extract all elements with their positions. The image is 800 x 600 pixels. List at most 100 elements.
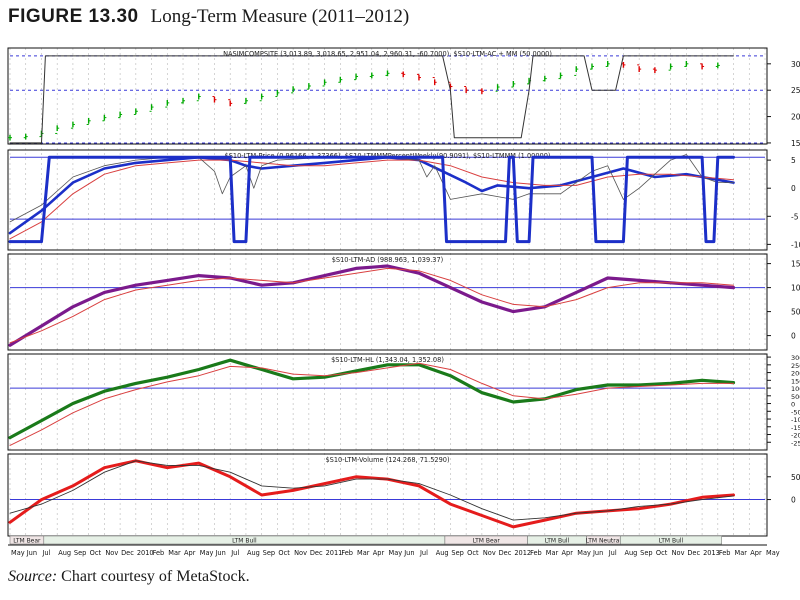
panel-3-ytick-label-8: -1000	[791, 416, 800, 424]
panel-3-ytick-label-3: 1500	[791, 377, 800, 385]
x-tick-label-41: Oct	[656, 549, 668, 557]
x-tick-label-13: Jun	[214, 549, 225, 557]
panel-3-ytick-label-6: 0	[791, 401, 795, 409]
panel-3-title: $S10-LTM-HL (1,343.04, 1,352.08)	[331, 356, 444, 364]
panel-3-series-0-line	[8, 358, 736, 440]
regime-label-0: LTM Bear	[13, 538, 41, 545]
x-tick-label-44: 2013	[703, 549, 720, 557]
regime-label-3: LTM Bull	[545, 538, 570, 545]
regime-label-1: LTM Bull	[232, 538, 257, 545]
x-tick-label-9: Feb	[153, 549, 165, 557]
x-tick-label-20: 2011	[326, 549, 343, 557]
x-tick-label-37: Jun	[592, 549, 603, 557]
source-text: Chart courtesy of MetaStock.	[57, 568, 250, 585]
x-tick-label-15: Aug	[247, 549, 260, 557]
x-tick-label-2: Jul	[41, 549, 50, 557]
x-tick-label-25: Jun	[403, 549, 414, 557]
panel-3-ytick-label-2: 2000	[791, 370, 800, 378]
panel-0-ytick-label-3: 1500	[791, 139, 800, 148]
x-tick-label-36: May	[577, 549, 591, 557]
x-tick-label-33: Feb	[530, 549, 542, 557]
x-tick-label-46: Mar	[735, 549, 748, 557]
panel-2-series-0-line	[8, 264, 736, 347]
x-tick-label-26: Jul	[419, 549, 428, 557]
source-label: Source:	[8, 568, 58, 585]
panel-3-ytick-label-10: -2000	[791, 432, 800, 440]
regime-label-4: LTM Neutral	[586, 538, 622, 545]
panel-2-ytick-label-0: 1500	[791, 260, 800, 269]
panel-0-ytick-label-1: 2500	[791, 86, 800, 95]
x-tick-label-35: Apr	[562, 549, 574, 557]
panel-3-ytick-label-4: 1000	[791, 385, 800, 393]
panel-1-ytick-label-1: 0	[791, 184, 796, 193]
x-tick-label-34: Mar	[546, 549, 559, 557]
panel-0-series-1-line	[9, 55, 734, 144]
x-tick-label-32: 2012	[514, 549, 531, 557]
x-tick-label-7: Dec	[121, 549, 134, 557]
panel-4-ytick-label-1: 0	[791, 496, 796, 505]
regime-label-2: LTM Bear	[473, 538, 501, 545]
x-tick-label-22: Mar	[357, 549, 370, 557]
panel-0-ytick-label-0: 3000	[791, 60, 800, 69]
panel-0-ytick-label-2: 2000	[791, 113, 800, 122]
panel-1-ytick-label-3: -10	[791, 240, 800, 249]
regime-label-5: LTM Bull	[659, 538, 684, 545]
x-tick-label-29: Oct	[467, 549, 479, 557]
x-tick-label-6: Nov	[105, 549, 118, 557]
x-tick-label-27: Aug	[436, 549, 449, 557]
x-tick-label-39: Aug	[624, 549, 637, 557]
x-tick-label-5: Oct	[90, 549, 102, 557]
panel-2-series-1-line	[9, 267, 734, 344]
panel-3-frame	[7, 353, 768, 451]
x-tick-label-17: Oct	[278, 549, 290, 557]
panel-2-ytick-label-3: 0	[791, 332, 796, 341]
panel-0-title: NASIMCOMPSITE (3,013.89, 3,018.65, 2,951…	[223, 50, 552, 58]
x-tick-label-24: May	[389, 549, 403, 557]
panel-2-ytick-label-1: 1000	[791, 284, 800, 293]
x-tick-label-40: Sep	[640, 549, 652, 557]
x-tick-label-0: May	[11, 549, 25, 557]
x-tick-label-23: Apr	[373, 549, 385, 557]
panel-3-ytick-label-5: 500	[791, 393, 800, 401]
x-tick-label-47: Apr	[750, 549, 762, 557]
x-tick-label-38: Jul	[608, 549, 617, 557]
panel-4-title: $S10-LTM-Volume (124.268, 71.5290)	[325, 456, 449, 464]
panel-1-ytick-label-0: 5	[791, 156, 796, 165]
x-tick-label-45: Feb	[719, 549, 731, 557]
panel-3-ytick-label-1: 2500	[791, 362, 800, 370]
figure-number: FIGURE 13.30	[8, 6, 139, 27]
panel-1-series-3-line	[8, 155, 735, 244]
panel-1-frame	[7, 149, 768, 251]
x-tick-label-30: Nov	[483, 549, 496, 557]
panel-3-ytick-label-11: -2500	[791, 439, 800, 447]
x-tick-label-4: Sep	[74, 549, 86, 557]
panel-1-ytick-label-2: -5	[791, 212, 799, 221]
regime-segment-5	[620, 535, 722, 545]
x-tick-label-3: Aug	[58, 549, 71, 557]
x-tick-label-11: Apr	[184, 549, 196, 557]
panel-2-frame	[7, 253, 768, 351]
panel-2-ytick-label-2: 500	[791, 308, 800, 317]
x-tick-label-16: Sep	[263, 549, 275, 557]
panel-2-title: $S10-LTM-AD (988.963, 1,039.37)	[332, 256, 444, 264]
x-tick-label-42: Nov	[672, 549, 685, 557]
x-tick-label-31: Dec	[499, 549, 512, 557]
x-tick-label-28: Sep	[451, 549, 463, 557]
x-tick-label-48: May	[766, 549, 780, 557]
source-note: Source: Chart courtesy of MetaStock.	[8, 568, 250, 586]
panel-0-frame	[7, 47, 768, 145]
x-tick-label-18: Nov	[294, 549, 307, 557]
panel-3-series-1-line	[9, 362, 734, 446]
panel-3-ytick-label-9: -1500	[791, 424, 800, 432]
figure-caption: Long-Term Measure (2011–2012)	[150, 6, 410, 27]
panel-4-series-1-line	[9, 460, 734, 521]
x-tick-label-21: Feb	[341, 549, 353, 557]
metastock-chart: 3000250020001500NASIMCOMPSITE (3,013.89,…	[7, 47, 800, 557]
panel-3-ytick-label-7: -500	[791, 408, 800, 416]
x-tick-label-1: Jun	[26, 549, 37, 557]
x-tick-label-12: May	[200, 549, 214, 557]
figure-title: FIGURE 13.30 Long-Term Measure (2011–2012…	[8, 6, 409, 30]
x-tick-label-43: Dec	[687, 549, 700, 557]
panel-3-ytick-label-0: 3000	[791, 354, 800, 362]
panel-4-ytick-label-0: 500	[791, 473, 800, 482]
